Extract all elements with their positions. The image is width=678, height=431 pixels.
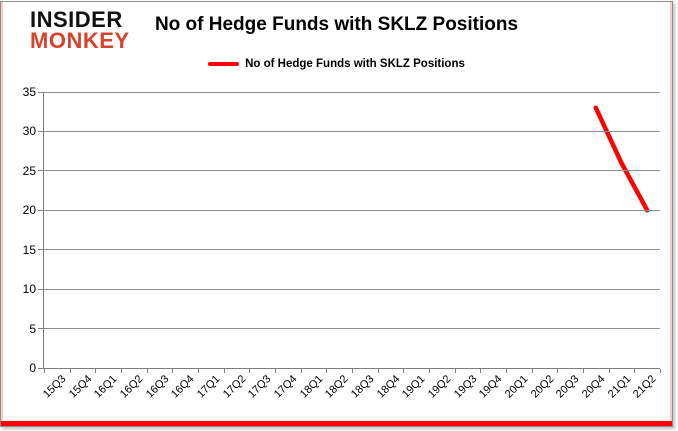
x-axis-tick (583, 369, 584, 373)
x-axis-label: 17Q4 (271, 373, 300, 401)
gridline (44, 130, 660, 132)
plot-area: 0 5 10 15 20 25 30 35 15Q3 15Q4 16Q1 16Q2 16Q3 16Q4 17… (23, 85, 661, 401)
x-axis-label: 20Q4 (579, 373, 608, 401)
x-axis-tick (95, 369, 97, 373)
x-axis-label: 19Q1 (400, 373, 428, 401)
y-axis-tick (38, 209, 44, 211)
y-axis-tick (38, 249, 44, 251)
x-axis-tick (326, 369, 328, 373)
x-axis-tick (44, 369, 45, 373)
x-axis-label: 16Q3 (143, 373, 171, 401)
gridline (44, 328, 660, 330)
x-axis-label: 20Q2 (528, 373, 556, 401)
gridline (44, 249, 660, 251)
y-axis-label: 5 (29, 321, 36, 336)
x-axis-tick (531, 369, 533, 373)
x-axis-tick (198, 369, 199, 373)
x-axis-tick (454, 369, 456, 373)
chart-title: No of Hedge Funds with SKLZ Positions (154, 14, 519, 35)
y-axis-label: 20 (22, 203, 36, 218)
x-axis-label: 17Q1 (194, 373, 223, 401)
gridline (44, 91, 660, 93)
y-axis-tick (38, 130, 44, 132)
x-axis-label: 15Q3 (40, 373, 69, 401)
y-axis-tick (38, 328, 44, 330)
y-axis-label: 25 (22, 163, 36, 178)
x-axis-tick (275, 369, 276, 373)
x-axis-label: 17Q2 (220, 373, 248, 401)
x-axis-tick (121, 369, 122, 373)
x-axis-tick (249, 369, 251, 373)
x-axis-label: 16Q2 (117, 373, 146, 401)
x-axis-label: 18Q2 (323, 373, 351, 401)
x-axis-tick (146, 369, 148, 373)
x-axis-label: 18Q4 (374, 373, 402, 401)
series-line (593, 105, 650, 213)
y-axis-label: 15 (22, 242, 36, 257)
x-axis-label: 19Q3 (451, 373, 479, 401)
x-axis-label: 16Q4 (169, 373, 197, 401)
x-axis-tick (69, 369, 71, 373)
x-axis-tick (300, 369, 302, 373)
brand-logo: INSIDER MONKEY (30, 7, 130, 53)
x-axis-tick (377, 369, 379, 373)
y-axis-tick (38, 288, 44, 290)
y-axis-label: 35 (22, 85, 36, 99)
x-axis-label: 20Q1 (502, 373, 531, 401)
x-axis-tick (557, 369, 559, 373)
legend-label: No of Hedge Funds with SKLZ Positions (245, 58, 465, 70)
x-axis-tick (352, 369, 353, 373)
gridline (44, 288, 660, 290)
y-axis-tick (38, 367, 44, 369)
series-line-svg (593, 105, 650, 213)
x-axis-tick (429, 369, 430, 373)
gridline (44, 170, 660, 172)
legend-line-swatch-icon (208, 62, 240, 66)
x-axis-label: 20Q3 (554, 373, 582, 401)
y-axis-label: 10 (22, 282, 36, 297)
x-axis-tick (480, 369, 482, 373)
x-axis-label: 19Q2 (425, 373, 454, 401)
brand-logo-line1: INSIDER (30, 7, 123, 32)
y-axis-label: 30 (22, 124, 36, 139)
x-axis-label: 15Q4 (66, 373, 94, 401)
x-axis-label: 21Q1 (605, 373, 633, 401)
x-axis-label: 17Q3 (246, 373, 274, 401)
x-axis-tick (506, 369, 507, 373)
y-axis-label: 0 (29, 361, 36, 375)
x-axis-label: 19Q4 (477, 373, 505, 401)
legend: No of Hedge Funds with SKLZ Positions (1, 58, 672, 70)
x-axis-tick (223, 369, 225, 373)
brand-logo-line2: MONKEY (30, 27, 130, 53)
x-axis-tick (634, 369, 636, 373)
x-axis-tick (660, 369, 661, 373)
x-axis-tick (608, 369, 610, 373)
y-axis-tick (38, 91, 44, 93)
gridline (44, 209, 660, 211)
x-axis-label: 18Q3 (348, 373, 377, 401)
x-axis-label: 18Q1 (297, 373, 325, 401)
y-axis-tick (38, 170, 44, 172)
x-axis-tick (172, 369, 174, 373)
x-axis-label: 21Q2 (631, 373, 659, 401)
x-axis-tick (403, 369, 405, 373)
x-axis-label: 16Q1 (92, 373, 120, 401)
